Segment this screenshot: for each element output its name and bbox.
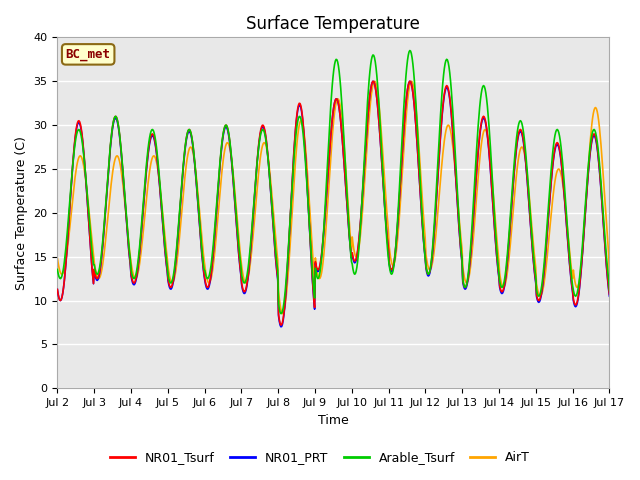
X-axis label: Time: Time	[318, 414, 349, 427]
Title: Surface Temperature: Surface Temperature	[246, 15, 420, 33]
Y-axis label: Surface Temperature (C): Surface Temperature (C)	[15, 136, 28, 290]
Text: BC_met: BC_met	[66, 48, 111, 61]
Legend: NR01_Tsurf, NR01_PRT, Arable_Tsurf, AirT: NR01_Tsurf, NR01_PRT, Arable_Tsurf, AirT	[105, 446, 535, 469]
